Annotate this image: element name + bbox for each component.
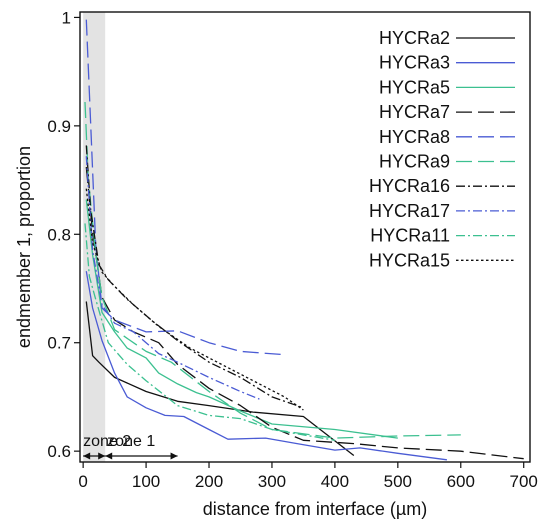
x-tick-label: 100 <box>132 472 160 491</box>
legend-label-HYCRa17: HYCRa17 <box>369 201 450 221</box>
zone-1-label: zone 1 <box>107 433 155 450</box>
legend-label-HYCRa7: HYCRa7 <box>379 102 450 122</box>
y-tick-label: 0.7 <box>47 334 71 353</box>
y-tick-label: 1 <box>62 8 71 27</box>
series-layer <box>84 19 524 461</box>
series-line-HYCRa5 <box>85 199 398 439</box>
legend-label-HYCRa3: HYCRa3 <box>379 53 450 73</box>
zone-2-arrow-head-left <box>83 452 91 460</box>
zone-1-arrow-head-left <box>105 452 113 460</box>
x-tick-label: 0 <box>78 472 87 491</box>
y-tick-label: 0.8 <box>47 225 71 244</box>
zone-2-label: zone 2 <box>83 433 131 450</box>
x-tick-label: 600 <box>447 472 475 491</box>
zone-1-arrow-head-right <box>170 452 178 460</box>
legend-label-HYCRa9: HYCRa9 <box>379 152 450 172</box>
x-tick-label: 400 <box>321 472 349 491</box>
legend-label-HYCRa2: HYCRa2 <box>379 28 450 48</box>
series-line-HYCRa9 <box>84 101 461 439</box>
legend-label-HYCRa16: HYCRa16 <box>369 176 450 196</box>
x-tick-label: 500 <box>384 472 412 491</box>
x-tick-label: 300 <box>258 472 286 491</box>
series-line-HYCRa17 <box>85 156 260 400</box>
y-tick-label: 0.6 <box>47 442 71 461</box>
legend-label-HYCRa11: HYCRa11 <box>370 226 450 246</box>
x-axis: 0 100 200 300 400 500 600 700 <box>78 462 538 491</box>
legend-label-HYCRa8: HYCRa8 <box>379 127 450 147</box>
series-line-HYCRa2 <box>85 301 355 457</box>
zone-2-arrow-head-right <box>98 452 106 460</box>
series-line-HYCRa3 <box>85 271 447 461</box>
y-axis: 0.6 0.7 0.8 0.9 1 <box>47 8 80 461</box>
y-tick-label: 0.9 <box>47 117 71 136</box>
series-line-HYCRa15 <box>85 188 304 411</box>
plot-frame <box>79 11 531 463</box>
legend-label-HYCRa5: HYCRa5 <box>379 77 450 97</box>
legend: HYCRa2 HYCRa3 HYCRa5 HYCRa7 HYCRa8 HYCRa9 HYCR… <box>369 28 515 270</box>
y-axis-label: endmember 1, proportion <box>14 146 34 348</box>
x-tick-label: 200 <box>195 472 223 491</box>
series-line-HYCRa8 <box>85 19 285 356</box>
x-tick-label: 700 <box>510 472 538 491</box>
x-axis-label: distance from interface (µm) <box>203 499 427 519</box>
series-line-HYCRa11 <box>84 223 336 441</box>
legend-label-HYCRa15: HYCRa15 <box>369 250 450 270</box>
series-line-HYCRa7 <box>85 167 524 460</box>
